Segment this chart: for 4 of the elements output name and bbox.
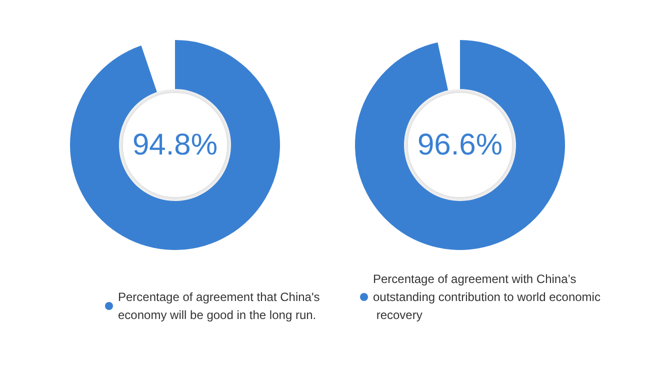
data-label: 94.8%	[132, 128, 218, 162]
data-label: 96.6%	[417, 128, 503, 162]
legend-label: Percentage of agreement that China's economy will be good in the long run.	[118, 290, 324, 322]
legend-label: Percentage of agreement with China’s outstanding contribution to world economic recovery	[373, 272, 600, 322]
